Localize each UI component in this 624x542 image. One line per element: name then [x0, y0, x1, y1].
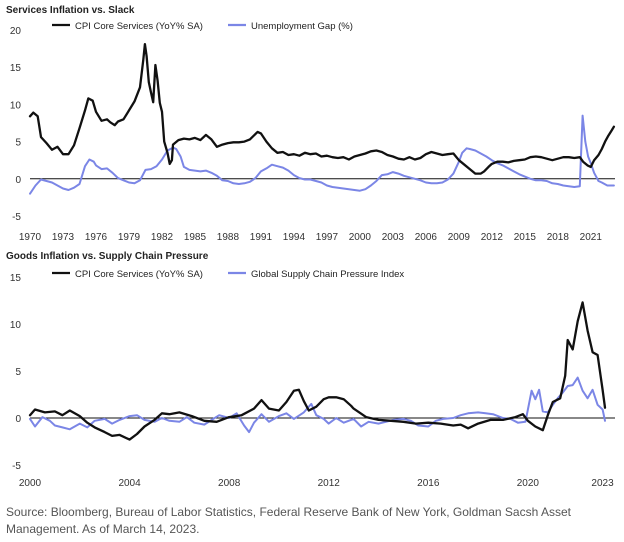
x-tick-label: 2003 — [382, 232, 405, 243]
x-tick-label: 1988 — [217, 232, 240, 243]
x-tick-label: 2012 — [481, 232, 504, 243]
x-tick-label: 1985 — [184, 232, 207, 243]
y-tick-label: 15 — [10, 273, 22, 284]
goods-inflation-panel: Goods Inflation vs. Supply Chain Pressur… — [6, 251, 615, 489]
x-tick-label: 1970 — [19, 232, 42, 243]
y-tick-label: 15 — [10, 63, 22, 74]
legend-label-cpi: CPI Core Services (YoY% SA) — [75, 21, 203, 32]
x-tick-label: 1994 — [283, 232, 306, 243]
y-tick-label: -5 — [12, 212, 21, 223]
charts-canvas: Services Inflation vs. Slack CPI Core Se… — [6, 5, 616, 489]
y-tick-label: 0 — [15, 414, 21, 425]
y-tick-label: 20 — [10, 26, 22, 37]
y-tick-label: 0 — [15, 175, 21, 186]
x-tick-label: 2016 — [417, 478, 440, 489]
series-line-secondary — [29, 376, 606, 434]
x-tick-label: 1979 — [118, 232, 141, 243]
services-inflation-panel: Services Inflation vs. Slack CPI Core Se… — [6, 5, 616, 243]
source-note: Source: Bloomberg, Bureau of Labor Stati… — [6, 505, 571, 536]
y-tick-label: 5 — [15, 367, 21, 378]
legend-label-gscpi: Global Supply Chain Pressure Index — [251, 269, 404, 280]
x-tick-label: 2023 — [591, 478, 614, 489]
series-line-cpi — [28, 42, 616, 175]
x-tick-label: 2009 — [448, 232, 471, 243]
y-tick-label: 10 — [10, 100, 22, 111]
x-tick-label: 2008 — [218, 478, 241, 489]
x-tick-label: 1991 — [250, 232, 273, 243]
x-tick-label: 1997 — [316, 232, 339, 243]
legend-label-unemployment: Unemployment Gap (%) — [251, 21, 353, 32]
x-tick-label: 2018 — [547, 232, 570, 243]
y-tick-label: -5 — [12, 461, 21, 472]
panel-title: Goods Inflation vs. Supply Chain Pressur… — [6, 251, 209, 262]
x-tick-label: 1976 — [85, 232, 108, 243]
x-tick-label: 2012 — [318, 478, 341, 489]
y-tick-label: 5 — [15, 138, 21, 149]
legend-label-cpi: CPI Core Services (YoY% SA) — [75, 269, 203, 280]
series-line-secondary — [29, 114, 615, 195]
x-tick-label: 2000 — [349, 232, 372, 243]
x-tick-label: 1982 — [151, 232, 174, 243]
x-tick-label: 2020 — [517, 478, 540, 489]
series-line-cpi — [28, 301, 607, 441]
x-tick-label: 1973 — [52, 232, 75, 243]
x-tick-label: 2006 — [415, 232, 438, 243]
x-tick-label: 2000 — [19, 478, 42, 489]
panel-title: Services Inflation vs. Slack — [6, 5, 135, 16]
x-tick-label: 2021 — [580, 232, 603, 243]
x-tick-label: 2015 — [514, 232, 537, 243]
y-tick-label: 10 — [10, 320, 22, 331]
x-tick-label: 2004 — [118, 478, 141, 489]
